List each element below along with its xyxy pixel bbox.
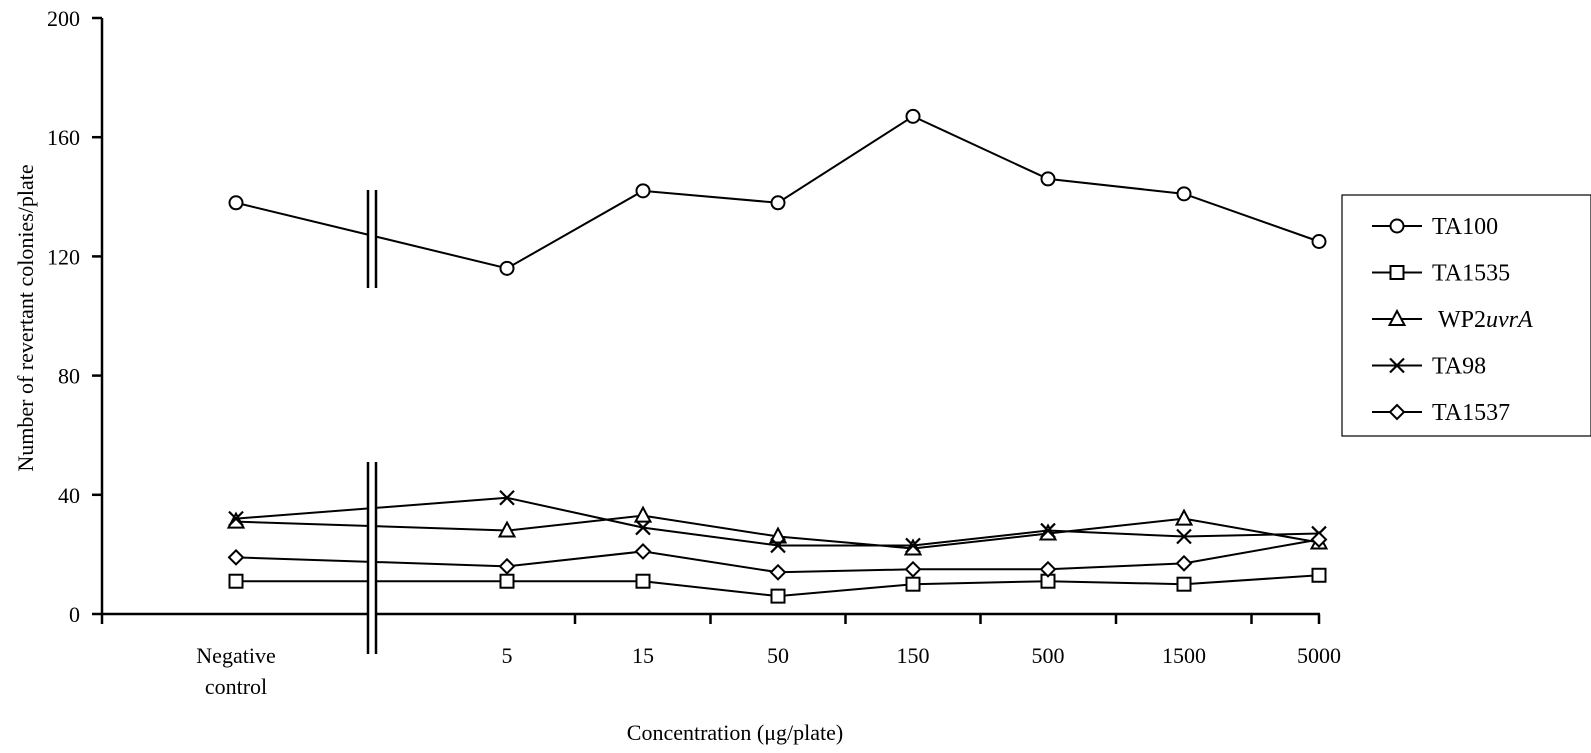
data-point xyxy=(635,183,651,199)
data-point xyxy=(904,560,922,578)
series-ta1535 xyxy=(228,567,1327,604)
data-point xyxy=(227,548,245,566)
legend-item: TA98 xyxy=(1372,354,1486,380)
data-point xyxy=(770,195,786,211)
data-point xyxy=(226,511,246,529)
series-line xyxy=(236,574,1320,598)
data-point xyxy=(1176,186,1192,202)
data-point xyxy=(634,543,652,560)
axis-break-gap xyxy=(368,462,376,654)
axis-break-gap xyxy=(368,190,376,288)
x-tick-label: 15 xyxy=(632,643,654,668)
legend-box xyxy=(1341,194,1591,437)
legend-item: TA100 xyxy=(1372,214,1498,240)
data-point xyxy=(498,557,516,575)
x-tick-label: 500 xyxy=(1032,643,1065,668)
legend-marker xyxy=(1387,308,1407,326)
data-point xyxy=(905,108,921,124)
legend-label: TA100 xyxy=(1432,214,1498,240)
y-axis-title: Number of revertant colonies/plate xyxy=(13,164,38,471)
legend-label: WP2uvrA xyxy=(1438,307,1533,333)
legend-item: TA1537 xyxy=(1372,400,1510,426)
legend-label: TA98 xyxy=(1432,354,1486,380)
data-point xyxy=(1311,234,1327,249)
axis-break-markers xyxy=(366,190,378,654)
data-point xyxy=(1175,554,1193,572)
series-line xyxy=(235,115,1320,270)
data-point xyxy=(1311,567,1327,583)
legend-marker xyxy=(1388,403,1406,421)
legend-label: TA1535 xyxy=(1432,261,1510,287)
data-point xyxy=(499,490,515,506)
x-tick-label: Negative xyxy=(196,643,275,668)
data-point xyxy=(499,573,515,589)
series-ta1537 xyxy=(227,531,1328,581)
data-point xyxy=(1040,522,1056,539)
legend-marker xyxy=(1389,265,1405,280)
x-tick-label: 50 xyxy=(767,643,789,668)
series-wp2uvra xyxy=(226,505,1329,556)
axes xyxy=(92,16,1321,624)
legend-item: WP2uvrA xyxy=(1372,307,1533,333)
data-point xyxy=(1176,528,1192,545)
x-tick-label: 150 xyxy=(897,643,930,668)
y-tick-label: 0 xyxy=(69,602,80,627)
legend-label-part: WP2 xyxy=(1438,307,1486,333)
data-point xyxy=(633,505,653,523)
data-point xyxy=(635,519,651,536)
y-tick-label: 80 xyxy=(58,364,80,389)
legend-marker xyxy=(1389,357,1405,374)
data-point xyxy=(1174,508,1194,526)
data-point xyxy=(1176,576,1192,592)
data-point xyxy=(903,538,923,556)
data-point xyxy=(228,510,244,527)
data-point xyxy=(768,526,788,544)
data-point xyxy=(770,588,786,604)
data-point xyxy=(635,573,651,589)
y-tick-label: 40 xyxy=(58,483,80,508)
data-point xyxy=(1310,531,1328,548)
data-point xyxy=(228,195,244,211)
x-tick-label: 5 xyxy=(502,643,513,668)
y-tick-label: 120 xyxy=(47,244,80,269)
y-tick-label: 160 xyxy=(47,125,80,150)
data-point xyxy=(770,537,786,554)
y-tick-label: 200 xyxy=(47,6,80,31)
series-line xyxy=(235,514,1320,550)
series-ta100 xyxy=(228,108,1327,276)
data-point xyxy=(1039,560,1057,578)
x-tick-label: 5000 xyxy=(1297,643,1341,668)
x-tick-label: 1500 xyxy=(1162,643,1206,668)
x-axis-title: Concentration (μg/plate) xyxy=(627,720,843,745)
x-tick-label: control xyxy=(205,674,267,699)
legend-label: TA1537 xyxy=(1432,400,1510,426)
data-point xyxy=(769,563,787,581)
data-point xyxy=(905,576,921,592)
data-point xyxy=(499,260,515,276)
series-line xyxy=(235,538,1320,574)
data-point xyxy=(1040,171,1056,187)
data-point xyxy=(228,573,244,589)
data-point xyxy=(1038,523,1058,541)
data-point xyxy=(497,520,517,538)
tick-labels: 0 40 80 120 160 200 Negative control 5 15 50 150 500… xyxy=(47,6,1341,699)
legend-item: TA1535 xyxy=(1372,261,1510,287)
series-line xyxy=(235,496,1320,547)
legend-marker xyxy=(1389,218,1405,234)
legend-label-part: uvrA xyxy=(1486,307,1533,333)
data-point xyxy=(905,537,921,554)
series-layer xyxy=(226,108,1329,604)
